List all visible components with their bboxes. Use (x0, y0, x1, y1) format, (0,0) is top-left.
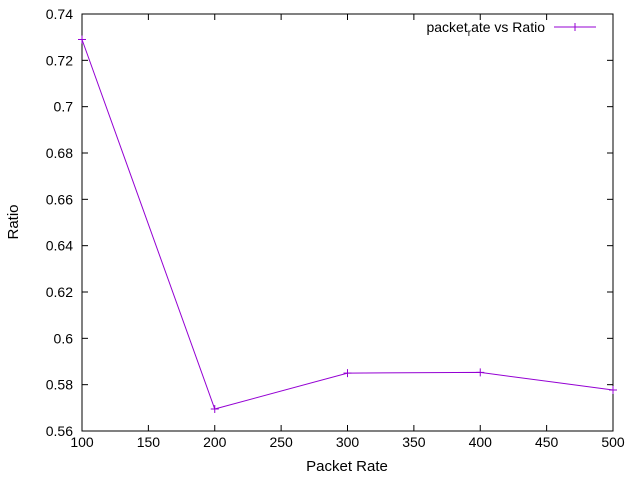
axis-ticks (81, 13, 614, 432)
x-tick-label: 350 (402, 434, 426, 450)
legend: packetrate vs Ratio (426, 19, 596, 39)
legend-label-subscript: r (468, 28, 472, 39)
x-tick-label: 250 (269, 434, 293, 450)
plot-frame (81, 13, 614, 432)
y-tick-label: 0.68 (46, 145, 73, 161)
data-point-marker (210, 404, 219, 413)
legend-label: packetrate vs Ratio (426, 19, 545, 39)
data-point-marker (78, 35, 86, 44)
y-tick-label: 0.7 (54, 99, 74, 115)
series-layer (78, 35, 617, 413)
x-tick-label: 450 (535, 434, 559, 450)
y-tick-label: 0.74 (46, 6, 73, 22)
x-tick-label: 150 (137, 434, 161, 450)
y-tick-label: 0.62 (46, 284, 73, 300)
legend-label-part: packet (426, 19, 467, 35)
x-tick-label: 500 (601, 434, 625, 450)
x-tick-label: 300 (336, 434, 360, 450)
series-line (81, 39, 614, 410)
legend-label-part: ate vs Ratio (471, 19, 545, 35)
y-tick-label: 0.6 (54, 330, 74, 346)
y-tick-label: 0.58 (46, 377, 73, 393)
y-tick-label: 0.56 (46, 423, 73, 439)
y-tick-label: 0.72 (46, 52, 73, 68)
legend-marker (571, 23, 579, 31)
x-tick-label: 200 (203, 434, 227, 450)
data-point-marker (343, 369, 352, 378)
y-tick-label: 0.64 (46, 238, 73, 254)
data-point-marker (476, 368, 485, 377)
x-axis-title: Packet Rate (306, 458, 388, 475)
data-point-marker (609, 385, 617, 394)
y-axis-title: Ratio (5, 204, 22, 239)
x-tick-label: 400 (469, 434, 493, 450)
tick-labels: 100 150 200 250 300 350 400 450 500 0.56 0.58 0.6 0.… (46, 6, 625, 450)
x-tick-label: 100 (70, 434, 94, 450)
y-tick-label: 0.66 (46, 191, 73, 207)
